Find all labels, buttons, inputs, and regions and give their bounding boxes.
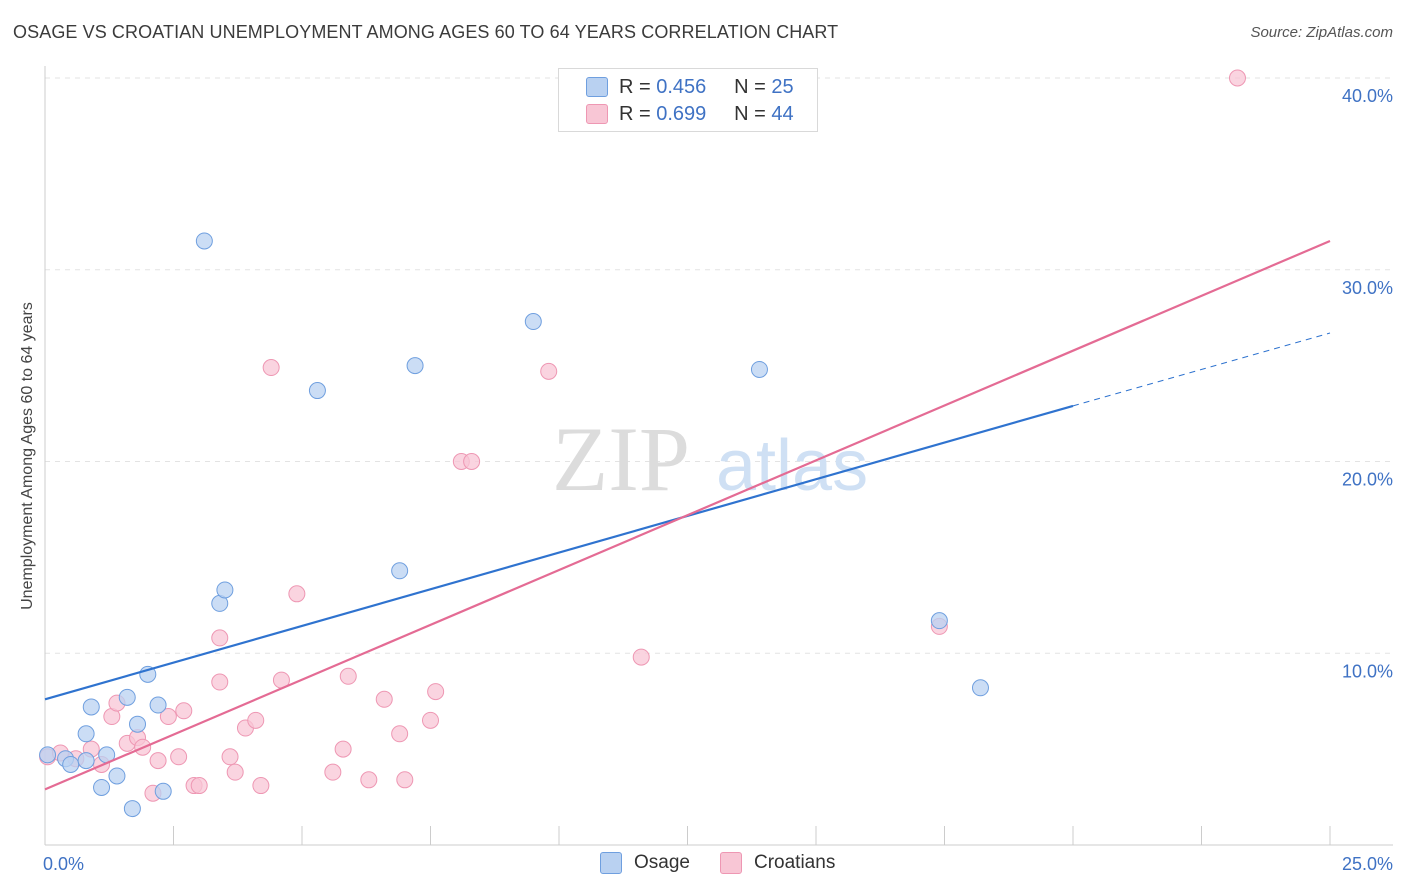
osage-point xyxy=(77,752,95,770)
osage-point xyxy=(149,696,167,714)
croatians-point xyxy=(252,777,270,795)
legend-item-osage[interactable]: Osage xyxy=(600,852,690,874)
legend-item-croatians[interactable]: Croatians xyxy=(720,852,835,874)
osage-point xyxy=(93,778,111,796)
croatians-r-value: 0.699 xyxy=(656,102,707,125)
osage-point xyxy=(195,232,213,250)
croatians-point xyxy=(247,711,265,729)
osage-point xyxy=(154,782,172,800)
croatians-point xyxy=(211,629,229,647)
croatians-point xyxy=(262,359,280,377)
croatians-point xyxy=(339,667,357,685)
croatians-point xyxy=(632,648,650,666)
chart-title: OSAGE VS CROATIAN UNEMPLOYMENT AMONG AGE… xyxy=(13,22,839,42)
watermark-zip: ZIP xyxy=(552,408,690,510)
croatians-point xyxy=(221,748,239,766)
croatians-point xyxy=(375,690,393,708)
osage-point xyxy=(129,715,147,733)
osage-point xyxy=(750,360,768,378)
tick-labels: 10.0% 20.0% 30.0% 40.0% 0.0% 25.0% xyxy=(43,86,1393,874)
osage-point xyxy=(39,746,57,764)
croatians-point xyxy=(211,673,229,691)
osage-point xyxy=(971,679,989,697)
croatians-point xyxy=(427,683,445,701)
y-tick-label: 20.0% xyxy=(1342,470,1393,490)
osage-point xyxy=(930,612,948,630)
croatians-point xyxy=(170,748,188,766)
r-label: R = xyxy=(619,75,651,98)
legend-label-osage: Osage xyxy=(634,852,690,873)
watermark: ZIP atlas xyxy=(552,408,868,510)
osage-point xyxy=(123,800,141,818)
legend-label-croatians: Croatians xyxy=(754,852,836,873)
series-legend: Osage Croatians xyxy=(0,852,1406,878)
osage-swatch xyxy=(586,77,608,97)
croatians-swatch xyxy=(586,104,608,124)
osage-legend-swatch xyxy=(600,852,622,874)
osage-trend-line xyxy=(44,404,1074,701)
trend-lines xyxy=(44,239,1331,791)
croatians-trend-line xyxy=(44,239,1331,791)
y-tick-label: 10.0% xyxy=(1342,661,1393,681)
croatians-point xyxy=(149,752,167,770)
stats-legend: R = 0.456 N = 25 R = 0.699 N = 44 xyxy=(558,68,818,132)
osage-point xyxy=(118,688,136,706)
croatians-point xyxy=(226,763,244,781)
osage-trend-extension xyxy=(1072,332,1331,407)
croatians-legend-swatch xyxy=(720,852,742,874)
osage-point xyxy=(108,767,126,785)
source-label: Source: ZipAtlas.com xyxy=(1250,24,1393,41)
croatians-point xyxy=(159,708,177,726)
x-tick-label-max: 25.0% xyxy=(1342,854,1393,874)
croatians-point xyxy=(391,725,409,743)
osage-point xyxy=(308,382,326,400)
croatians-point xyxy=(396,771,414,789)
osage-point xyxy=(62,755,80,773)
osage-n-value: 25 xyxy=(771,75,794,98)
croatians-point xyxy=(422,711,439,729)
croatians-point xyxy=(190,777,208,795)
croatians-point xyxy=(288,585,306,603)
croatians-point xyxy=(540,362,558,380)
n-label: N = xyxy=(734,102,766,125)
gridlines xyxy=(45,77,1393,654)
croatians-point xyxy=(334,740,352,758)
n-label: N = xyxy=(734,75,766,98)
y-tick-label: 30.0% xyxy=(1342,278,1393,298)
osage-point xyxy=(406,357,424,375)
x-tick-label-min: 0.0% xyxy=(43,854,84,874)
osage-point xyxy=(77,725,95,743)
croatians-point xyxy=(324,763,342,781)
axes xyxy=(44,66,1393,846)
osage-point xyxy=(524,313,542,331)
osage-point xyxy=(82,698,100,716)
data-points xyxy=(39,69,1246,818)
osage-point xyxy=(391,562,409,580)
osage-r-value: 0.456 xyxy=(656,75,707,98)
croatians-n-value: 44 xyxy=(771,102,794,125)
y-tick-label: 40.0% xyxy=(1342,86,1393,106)
croatians-point xyxy=(175,702,193,720)
osage-point xyxy=(216,581,234,599)
croatians-point xyxy=(1228,69,1246,87)
r-label: R = xyxy=(619,102,651,125)
croatians-point xyxy=(463,453,481,470)
croatians-point xyxy=(360,771,378,789)
